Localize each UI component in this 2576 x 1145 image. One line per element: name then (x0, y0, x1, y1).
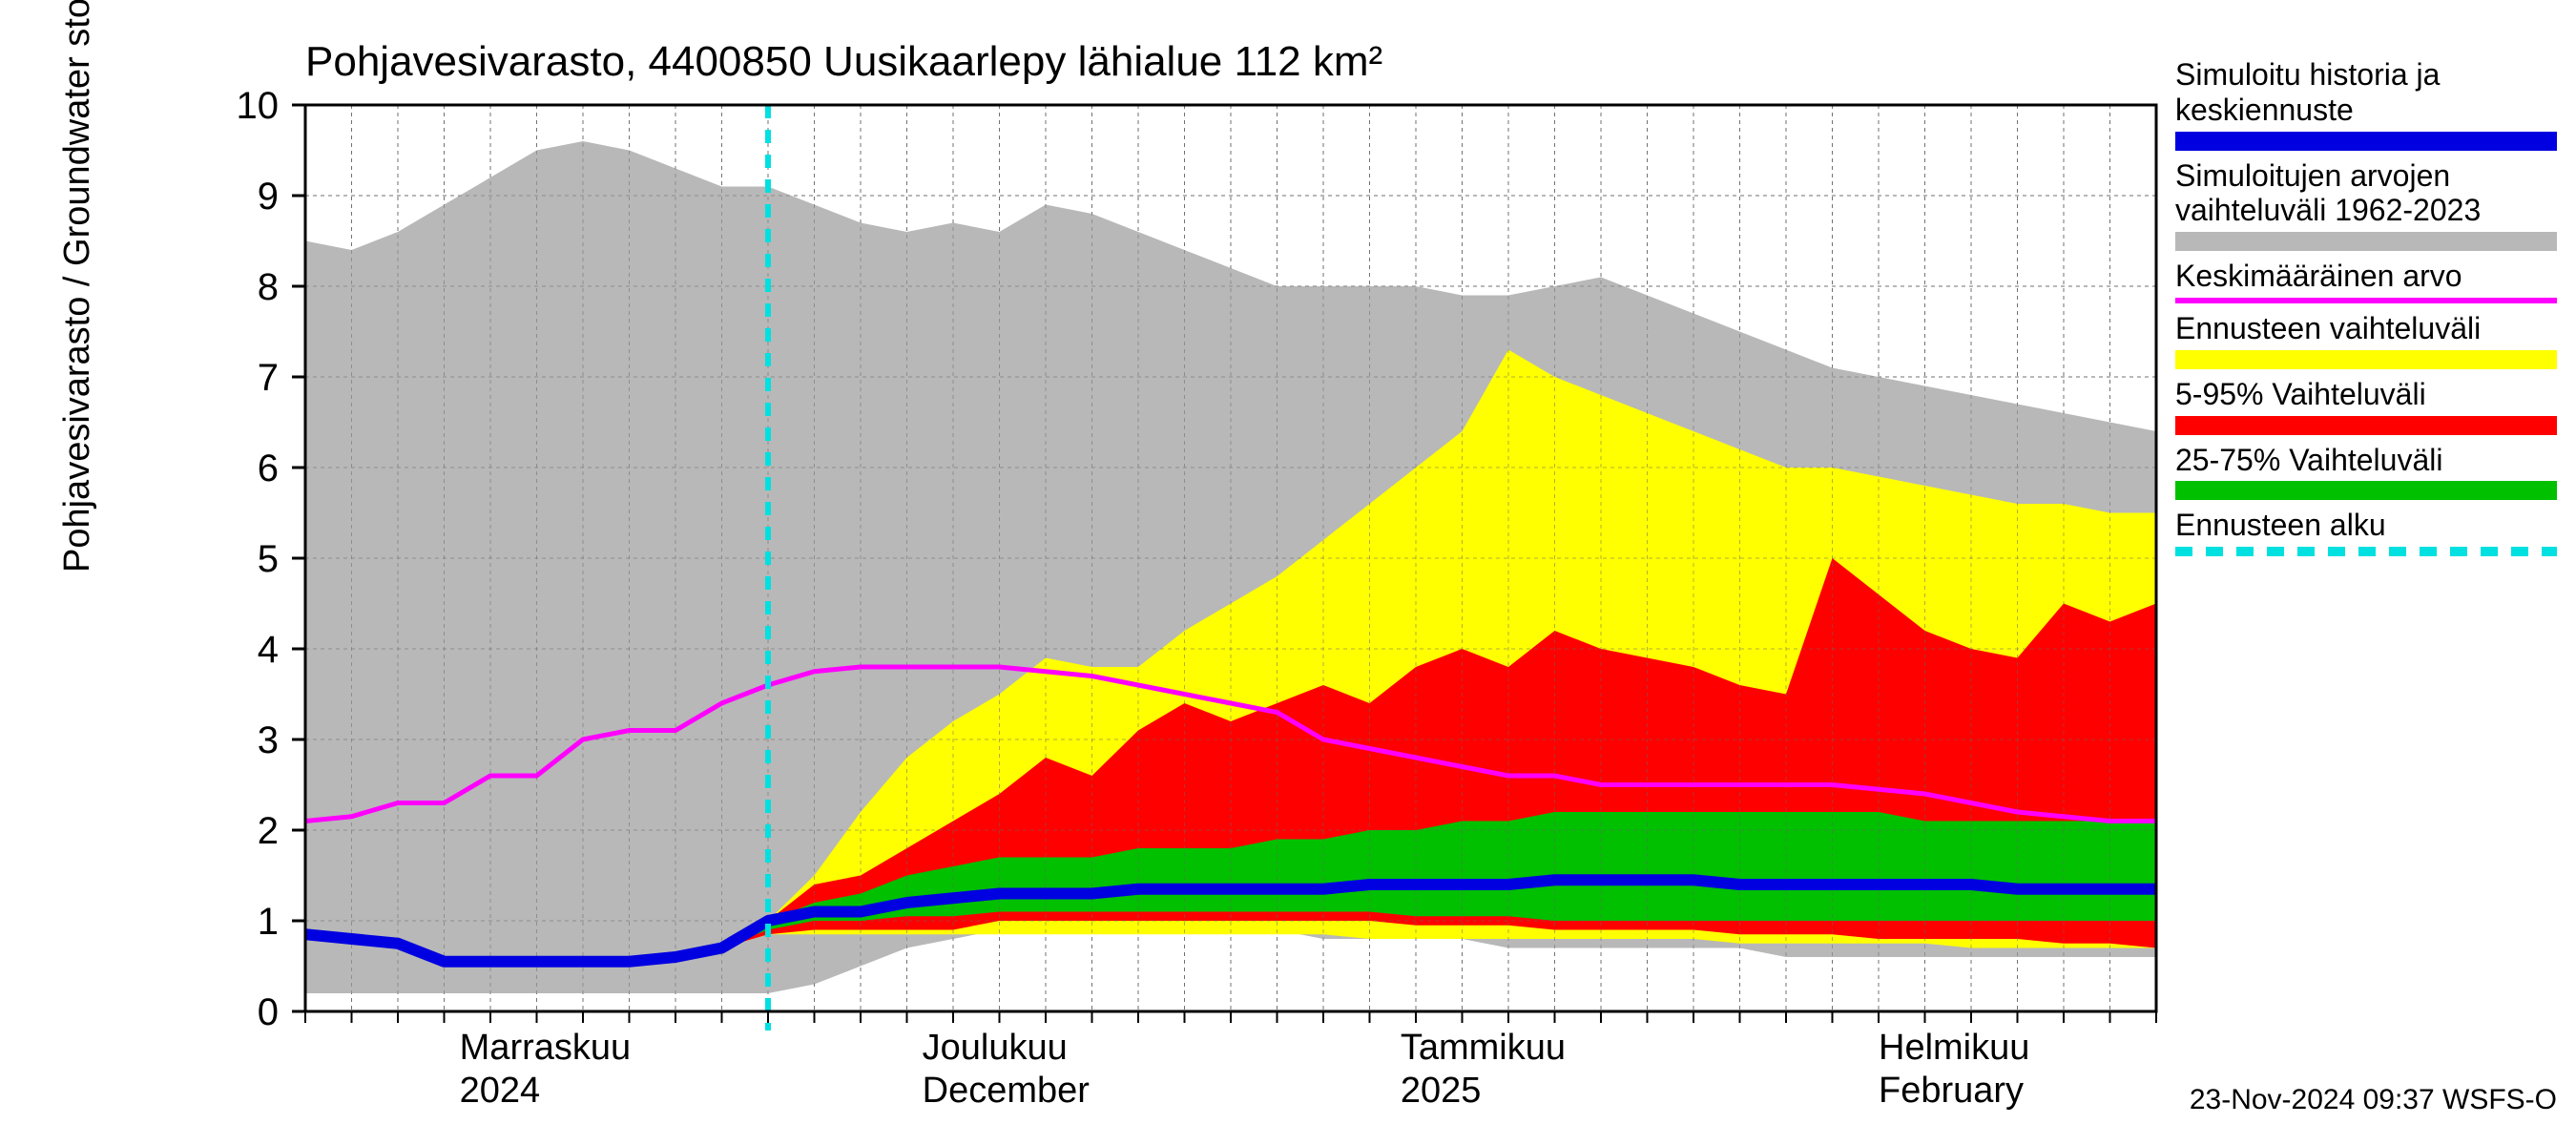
legend-swatch (2175, 132, 2557, 151)
svg-text:9: 9 (258, 176, 279, 218)
legend-item: Simuloitujen arvojen vaihteluväli 1962-2… (2175, 158, 2557, 252)
svg-text:December: December (923, 1071, 1091, 1111)
svg-text:Joulukuu: Joulukuu (923, 1028, 1068, 1068)
legend-label: Ennusteen vaihteluväli (2175, 311, 2557, 346)
legend-label: 5-95% Vaihteluväli (2175, 377, 2557, 412)
svg-text:0: 0 (258, 991, 279, 1033)
svg-text:1: 1 (258, 901, 279, 943)
legend-label: Keskimääräinen arvo (2175, 259, 2557, 294)
svg-text:3: 3 (258, 719, 279, 761)
svg-text:February: February (1879, 1071, 2024, 1111)
legend-item: Ennusteen alku (2175, 508, 2557, 556)
legend-label: Ennusteen alku (2175, 508, 2557, 543)
timestamp: 23-Nov-2024 09:37 WSFS-O (2190, 1084, 2557, 1116)
legend-swatch (2175, 232, 2557, 251)
legend-item: Ennusteen vaihteluväli (2175, 311, 2557, 369)
legend-item: Simuloitu historia ja keskiennuste (2175, 57, 2557, 151)
svg-text:2025: 2025 (1401, 1071, 1482, 1111)
svg-text:7: 7 (258, 357, 279, 399)
legend-item: 5-95% Vaihteluväli (2175, 377, 2557, 435)
svg-text:10: 10 (237, 85, 280, 127)
chart-title: Pohjavesivarasto, 4400850 Uusikaarlepy l… (305, 38, 1382, 86)
legend: Simuloitu historia ja keskiennuste Simulo… (2175, 57, 2557, 564)
y-axis-label: Pohjavesivarasto / Groundwater storage m… (57, 0, 98, 572)
legend-swatch (2175, 350, 2557, 369)
legend-swatch (2175, 481, 2557, 500)
legend-swatch (2175, 416, 2557, 435)
legend-label: Simuloitu historia ja keskiennuste (2175, 57, 2557, 128)
legend-item: 25-75% Vaihteluväli (2175, 443, 2557, 501)
chart-container: Pohjavesivarasto / Groundwater storage m… (0, 0, 2576, 1145)
svg-text:4: 4 (258, 629, 279, 671)
legend-swatch (2175, 547, 2557, 556)
legend-item: Keskimääräinen arvo (2175, 259, 2557, 303)
svg-text:Helmikuu: Helmikuu (1879, 1028, 2029, 1068)
svg-text:5: 5 (258, 538, 279, 580)
svg-text:Marraskuu: Marraskuu (460, 1028, 631, 1068)
svg-text:Tammikuu: Tammikuu (1401, 1028, 1566, 1068)
legend-label: 25-75% Vaihteluväli (2175, 443, 2557, 478)
svg-text:8: 8 (258, 266, 279, 308)
svg-text:2: 2 (258, 810, 279, 852)
legend-label: Simuloitujen arvojen vaihteluväli 1962-2… (2175, 158, 2557, 229)
legend-swatch (2175, 298, 2557, 303)
svg-text:2024: 2024 (460, 1071, 541, 1111)
svg-text:6: 6 (258, 448, 279, 489)
